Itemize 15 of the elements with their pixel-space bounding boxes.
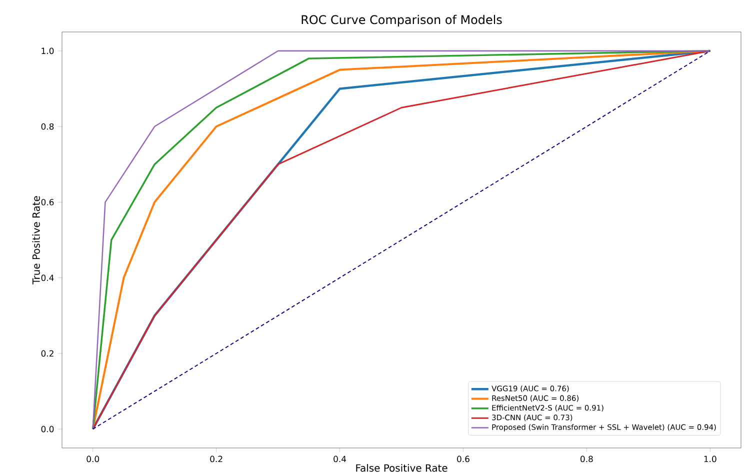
- x-tick-label: 1.0: [704, 456, 716, 462]
- x-tick-label: 0.0: [86, 456, 100, 462]
- y-tick-label: 0.8: [41, 123, 54, 130]
- y-tick-label: 0.4: [41, 274, 54, 282]
- y-tick-label: 0.6: [41, 198, 54, 206]
- y-tick-label: 0.0: [41, 426, 54, 432]
- x-tick-label: 0.8: [580, 456, 593, 462]
- x-axis-title: False Positive Rate: [356, 464, 448, 472]
- x-tick-label: 0.2: [210, 456, 222, 462]
- y-tick-label: 0.2: [41, 350, 54, 357]
- chart-title: ROC Curve Comparison of Models: [302, 14, 502, 26]
- x-tick-label: 0.6: [457, 456, 470, 462]
- y-tick-label: 1.0: [42, 48, 54, 54]
- y-axis-title: True Positive Rate: [32, 196, 40, 284]
- x-tick-label: 0.4: [334, 456, 346, 462]
